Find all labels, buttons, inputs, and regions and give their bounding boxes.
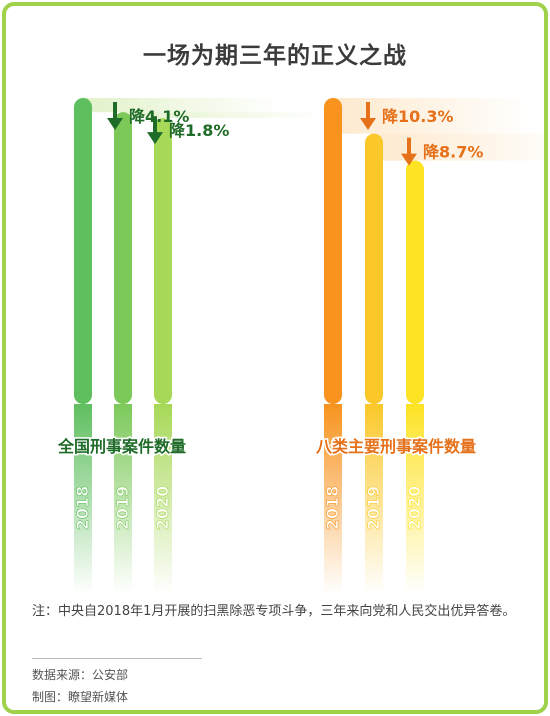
national-year-label-2020: 2020 (153, 486, 172, 531)
down-arrow-icon (407, 137, 411, 156)
national-year-label-2018: 2018 (73, 486, 92, 531)
national-bar-fade-2020 (154, 404, 172, 594)
major-bar-2020 (406, 160, 424, 404)
page-title: 一场为期三年的正义之战 (143, 43, 407, 69)
footnote: 注：中央自2018年1月开展的扫黑除恶专项斗争，三年来向党和人民交出优异答卷。 (32, 604, 516, 619)
data-source: 数据来源：公安部 (32, 668, 129, 682)
down-arrow-icon (366, 102, 370, 120)
major-bar-2018 (324, 98, 342, 404)
major-bar-fade-2019 (365, 404, 383, 594)
down-arrow-icon (401, 153, 417, 166)
major-year-label-2020: 2020 (405, 486, 424, 531)
down-arrow-icon (113, 102, 117, 120)
down-arrow-icon (153, 116, 157, 135)
major-drop-label: 降8.7% (423, 143, 483, 162)
national-bar-fade-2019 (114, 404, 132, 594)
chart-credit: 制图：瞭望新媒体 (32, 690, 129, 704)
national-drop-label: 降1.8% (169, 121, 229, 140)
national-year-label-2019: 2019 (113, 486, 132, 531)
drop-guide-band (374, 133, 544, 161)
national-bar-2020 (154, 118, 172, 405)
national-drop-label: 降4.1% (129, 107, 189, 126)
major-bar-fade-2018 (324, 404, 342, 594)
down-arrow-icon (147, 132, 163, 145)
major-bar-2019 (365, 133, 383, 404)
major-bar-fade-2020 (406, 404, 424, 594)
national-panel-title: 全国刑事案件数量 (57, 437, 186, 456)
major-drop-label: 降10.3% (382, 107, 454, 126)
drop-guide-band (123, 112, 323, 119)
major-year-label-2018: 2018 (323, 486, 342, 531)
major-year-label-2019: 2019 (364, 486, 383, 531)
national-bar-2018 (74, 98, 92, 404)
down-arrow-icon (107, 118, 123, 130)
national-bar-fade-2018 (74, 404, 92, 594)
major-panel-title: 八类主要刑事案件数量 (315, 437, 476, 456)
national-bar-2019 (114, 112, 132, 404)
drop-guide-band (83, 98, 283, 113)
footer-divider (32, 658, 202, 659)
down-arrow-icon (360, 118, 376, 130)
chart-area: 2018 2019 2020 降4.1%降1.8% 全国刑事案件数量 2018 2019 20… (55, 98, 544, 594)
